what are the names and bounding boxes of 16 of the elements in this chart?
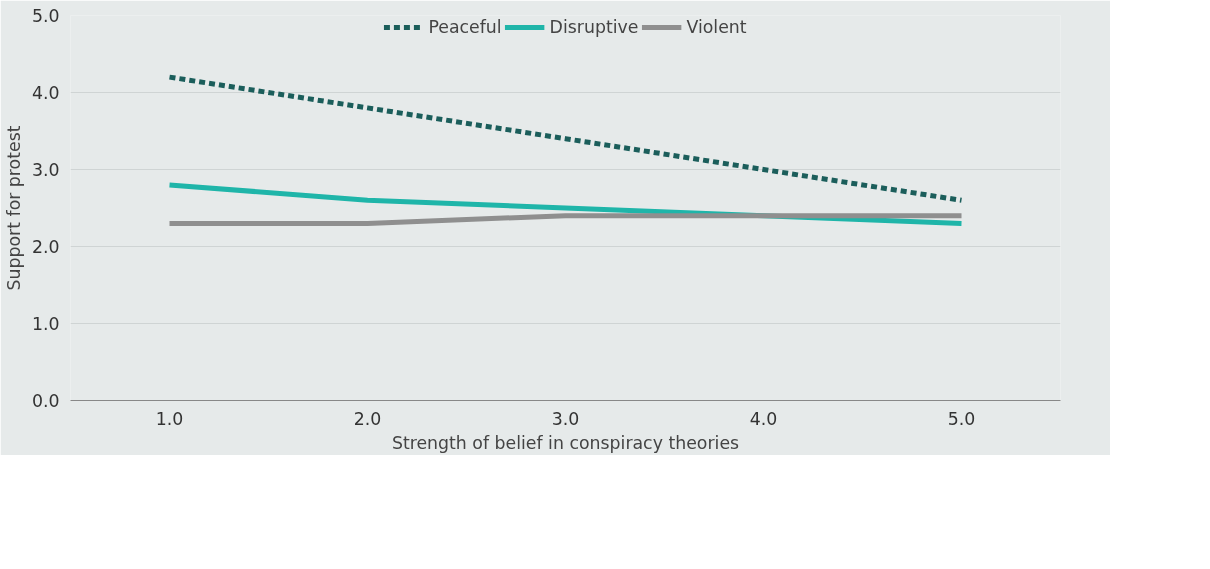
x-tick-label: 5.0 [947, 408, 976, 429]
x-tick-label: 1.0 [155, 408, 184, 429]
legend-label: Peaceful [428, 17, 502, 37]
y-tick-label: 5.0 [31, 6, 60, 26]
y-tick-label: 2.0 [31, 237, 60, 257]
y-axis-title: Support for protest [3, 125, 24, 291]
legend-label: Violent [686, 17, 747, 37]
legend-label: Disruptive [549, 17, 639, 37]
x-tick-label: 4.0 [749, 408, 778, 429]
x-tick-label: 2.0 [353, 408, 382, 429]
x-axis-title: Strength of belief in conspiracy theories [391, 432, 740, 453]
y-tick-label: 3.0 [31, 160, 60, 180]
y-tick-label: 1.0 [31, 314, 60, 334]
x-tick-label: 3.0 [551, 408, 580, 429]
y-tick-label: 0.0 [31, 391, 60, 411]
y-tick-label: 4.0 [31, 83, 60, 103]
